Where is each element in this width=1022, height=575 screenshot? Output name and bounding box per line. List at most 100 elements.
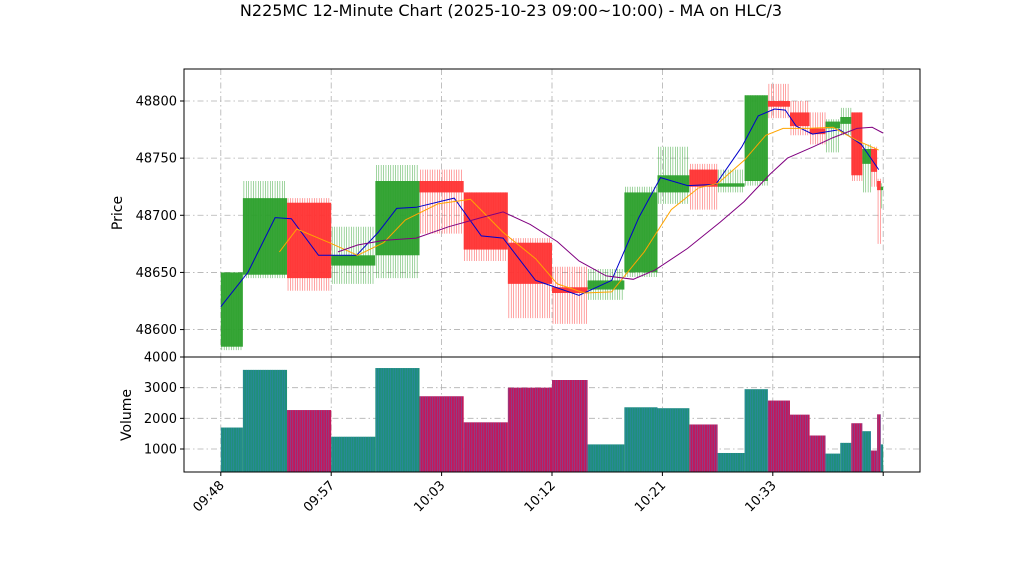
- volume-bar-up: [880, 444, 884, 472]
- volume-bar-down: [419, 396, 464, 472]
- candle-up: [717, 169, 745, 193]
- candle-body: [877, 181, 881, 191]
- volume-y-ticks: 1000 2000 3000 4000: [144, 351, 184, 458]
- volume-bar-up: [744, 389, 768, 472]
- volume-bar-down: [552, 380, 588, 472]
- price-y-tick-label: 48700: [136, 209, 177, 224]
- ma_long-line: [337, 126, 884, 280]
- volume-bar: [419, 396, 464, 472]
- volume-bar-down: [870, 450, 878, 472]
- candle-down: [463, 192, 508, 261]
- candle-up: [587, 269, 625, 300]
- candle-down: [689, 163, 718, 210]
- volume-bar-up: [862, 431, 871, 472]
- candle-body: [862, 149, 871, 164]
- volume-bar: [220, 427, 243, 472]
- candle-up: [375, 165, 420, 279]
- volume-bar: [840, 442, 852, 472]
- candle-body: [744, 95, 768, 181]
- volume-bar-down: [877, 414, 881, 472]
- volume-bar: [767, 400, 790, 472]
- volume-bar-down: [507, 387, 552, 472]
- price-y-tick-label: 48800: [136, 95, 177, 110]
- candle-body: [825, 121, 841, 129]
- candle-body: [851, 112, 863, 176]
- candle-body: [552, 287, 588, 293]
- volume-y-tick-label: 1000: [144, 443, 177, 458]
- candle-body: [507, 242, 552, 284]
- volume-bar: [851, 423, 863, 472]
- volume-y-axis-label: Volume: [119, 389, 135, 441]
- volume-bar: [870, 450, 878, 472]
- volume-bar: [825, 453, 841, 472]
- candle-up: [220, 272, 243, 351]
- candle-down: [287, 198, 332, 291]
- candle-body: [375, 181, 420, 256]
- candle-down: [789, 101, 810, 136]
- candle-body: [880, 186, 884, 191]
- price-y-tick-label: 48750: [136, 152, 177, 167]
- candle-body: [624, 192, 658, 273]
- volume-bar: [287, 410, 332, 472]
- volume-bar: [657, 408, 690, 472]
- volume-bar-up: [220, 427, 243, 472]
- candle-body: [419, 181, 464, 193]
- candle-body: [767, 101, 790, 107]
- volume-y-tick-label: 2000: [144, 412, 177, 427]
- volume-bar-up: [242, 369, 288, 472]
- x-tick-label: 10:33: [743, 478, 780, 515]
- candle-body: [840, 117, 852, 124]
- chart-title: N225MC 12-Minute Chart (2025-10-23 09:00…: [240, 1, 782, 20]
- volume-bar-up: [624, 407, 658, 472]
- candle-down: [552, 266, 588, 324]
- volume-bar-up: [840, 442, 852, 472]
- volume-bar: [331, 436, 376, 472]
- volume-bar: [242, 369, 288, 472]
- x-axis-ticks: 09:48 09:57 10:03 10:12 10:21 10:33: [191, 472, 884, 515]
- candle-up: [862, 144, 871, 193]
- candle-down: [877, 178, 881, 244]
- x-tick-label: 10:21: [632, 478, 669, 515]
- volume-bar: [507, 387, 552, 472]
- price-panel: 48600 48650 48700 48750 48800 Price: [110, 68, 921, 358]
- x-tick-label: 10:12: [522, 478, 559, 515]
- candle-down: [870, 146, 878, 187]
- volume-bar-down: [287, 410, 332, 472]
- volume-bar-up: [717, 452, 745, 472]
- x-tick-label: 09:48: [191, 478, 228, 515]
- volume-bar: [689, 424, 718, 472]
- volume-bar-up: [375, 368, 420, 472]
- volume-bar-up: [587, 444, 625, 472]
- candle-body: [220, 272, 243, 347]
- candle-body: [242, 198, 288, 275]
- candle-body: [809, 128, 826, 135]
- volume-bars: [220, 368, 884, 472]
- x-tick-label: 10:03: [411, 478, 448, 515]
- candle-down: [851, 112, 863, 181]
- volume-bar-up: [331, 436, 376, 472]
- volume-bar: [463, 422, 508, 472]
- volume-bar-down: [689, 424, 718, 472]
- volume-bar: [877, 414, 881, 472]
- candle-up: [242, 181, 288, 279]
- candle-up: [624, 186, 658, 277]
- x-tick-label: 09:57: [301, 478, 338, 515]
- ma_short-line: [220, 108, 880, 308]
- volume-bar-down: [789, 414, 810, 472]
- price-y-axis-label: Price: [110, 196, 126, 230]
- volume-panel: 1000 2000 3000 4000 Volume: [119, 351, 921, 473]
- candle-body: [689, 169, 718, 187]
- candle-up: [744, 95, 768, 186]
- volume-bar: [624, 407, 658, 472]
- volume-bar: [375, 368, 420, 472]
- moving-average-lines: [220, 108, 884, 308]
- candle-body: [717, 183, 745, 187]
- candle-down: [767, 83, 790, 119]
- price-y-tick-label: 48650: [136, 266, 177, 281]
- volume-bar: [587, 444, 625, 472]
- volume-bar: [862, 431, 871, 472]
- candle-up: [825, 119, 841, 153]
- volume-bar-down: [851, 423, 863, 472]
- candle-up: [880, 183, 884, 209]
